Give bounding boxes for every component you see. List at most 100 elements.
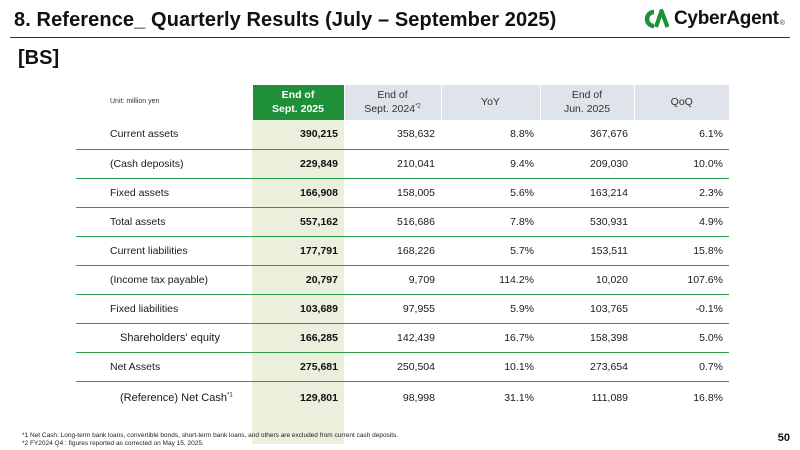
row-label: Current assets xyxy=(76,120,252,150)
company-logo: CyberAgent ® xyxy=(643,6,785,32)
col-header-prev-year-line1: End of xyxy=(377,89,408,102)
cell-qoq: 10.0% xyxy=(634,149,729,179)
table-row: (Reference) Net Cash*1 129,801 98,998 31… xyxy=(76,381,729,414)
balance-sheet-table: Unit: million yen End of Sept. 2025 End … xyxy=(76,85,729,444)
cell-qoq: 0.7% xyxy=(634,352,729,382)
section-heading: [BS] xyxy=(18,47,60,69)
row-label-note: *1 xyxy=(227,392,233,399)
cell-current: 166,285 xyxy=(252,323,344,353)
row-label: (Cash deposits) xyxy=(76,149,252,179)
cell-yoy: 8.8% xyxy=(441,120,540,150)
cell-qoq: 107.6% xyxy=(634,265,729,295)
col-header-current-line1: End of xyxy=(281,89,315,102)
cell-prev-quarter: 530,931 xyxy=(540,207,634,237)
col-header-prev-quarter-line1: End of xyxy=(571,89,603,102)
cell-prev-year: 358,632 xyxy=(344,120,441,150)
cell-prev-year: 168,226 xyxy=(344,236,441,266)
row-label: Current liabilities xyxy=(76,236,252,266)
cell-qoq: 5.0% xyxy=(634,323,729,353)
table-row: Current assets 390,215 358,632 8.8% 367,… xyxy=(76,120,729,150)
row-label: Fixed assets xyxy=(76,178,252,208)
cell-prev-quarter: 273,654 xyxy=(540,352,634,382)
page-number: 50 xyxy=(777,432,790,444)
unit-label: Unit: million yen xyxy=(76,85,252,120)
cell-prev-year: 516,686 xyxy=(344,207,441,237)
tail-spacer xyxy=(540,414,634,444)
footnote-2: *2 FY2024 Q4 : figures reported as corre… xyxy=(22,440,204,447)
cell-qoq: 4.9% xyxy=(634,207,729,237)
cell-yoy: 7.8% xyxy=(441,207,540,237)
row-label: (Reference) Net Cash*1 xyxy=(76,381,252,414)
cell-current: 557,162 xyxy=(252,207,344,237)
row-label: (Income tax payable) xyxy=(76,265,252,295)
tail-spacer xyxy=(634,414,729,444)
table-row: (Cash deposits) 229,849 210,041 9.4% 209… xyxy=(76,149,729,179)
col-header-yoy: YoY xyxy=(440,85,540,120)
cell-prev-year: 158,005 xyxy=(344,178,441,208)
tail-spacer xyxy=(441,414,540,444)
cell-current: 177,791 xyxy=(252,236,344,266)
row-label-text: (Reference) Net Cash xyxy=(120,391,227,404)
cyberagent-logo-icon xyxy=(644,9,669,29)
table-row: Net Assets 275,681 250,504 10.1% 273,654… xyxy=(76,352,729,382)
cell-yoy: 9.4% xyxy=(441,149,540,179)
cell-qoq: 2.3% xyxy=(634,178,729,208)
cell-prev-quarter: 153,511 xyxy=(540,236,634,266)
cell-prev-quarter: 158,398 xyxy=(540,323,634,353)
table-row: (Income tax payable) 20,797 9,709 114.2%… xyxy=(76,265,729,295)
cell-current: 390,215 xyxy=(252,120,344,150)
cell-current: 166,908 xyxy=(252,178,344,208)
col-header-prev-quarter-line2: Jun. 2025 xyxy=(563,102,611,115)
tail-current-fill xyxy=(252,414,344,444)
table-row: Total assets 557,162 516,686 7.8% 530,93… xyxy=(76,207,729,237)
col-header-current-line2: Sept. 2025 xyxy=(272,102,324,115)
logo-text: CyberAgent xyxy=(674,8,779,29)
cell-prev-quarter: 10,020 xyxy=(540,265,634,295)
cell-qoq: 6.1% xyxy=(634,120,729,150)
col-header-qoq: QoQ xyxy=(633,85,729,120)
table-row: Fixed assets 166,908 158,005 5.6% 163,21… xyxy=(76,178,729,208)
footnote-1: *1 Net Cash: Long-term bank loans, conve… xyxy=(22,432,399,439)
cell-qoq: 15.8% xyxy=(634,236,729,266)
cell-current: 129,801 xyxy=(252,381,344,414)
cell-current: 20,797 xyxy=(252,265,344,295)
col-header-current: End of Sept. 2025 xyxy=(251,85,344,120)
table-row: Current liabilities 177,791 168,226 5.7%… xyxy=(76,236,729,266)
cell-qoq: 16.8% xyxy=(693,391,723,404)
col-header-prev-year-line2: Sept. 2024 xyxy=(364,102,416,115)
cell-current: 229,849 xyxy=(252,149,344,179)
title-divider xyxy=(10,37,790,38)
table-header-row: Unit: million yen End of Sept. 2025 End … xyxy=(76,85,729,120)
cell-yoy: 31.1% xyxy=(504,391,534,404)
cell-prev-quarter: 367,676 xyxy=(540,120,634,150)
cell-yoy: 5.9% xyxy=(441,294,540,324)
row-label: Net Assets xyxy=(76,352,252,382)
footnotes: *1 Net Cash: Long-term bank loans, conve… xyxy=(22,432,398,448)
cell-prev-year: 142,439 xyxy=(344,323,441,353)
row-label: Total assets xyxy=(76,207,252,237)
cell-yoy: 16.7% xyxy=(441,323,540,353)
cell-current: 103,689 xyxy=(252,294,344,324)
cell-yoy: 114.2% xyxy=(441,265,540,295)
cell-prev-quarter: 163,214 xyxy=(540,178,634,208)
logo-registered-mark: ® xyxy=(779,19,785,27)
col-header-prev-year-note: *2 xyxy=(415,103,421,109)
cell-yoy: 5.6% xyxy=(441,178,540,208)
row-label: Fixed liabilities xyxy=(76,294,252,324)
col-header-prev-quarter: End of Jun. 2025 xyxy=(539,85,634,120)
table-row: Shareholders' equity 166,285 142,439 16.… xyxy=(76,323,729,353)
cell-prev-quarter: 209,030 xyxy=(540,149,634,179)
cell-prev-year: 97,955 xyxy=(344,294,441,324)
cell-current: 275,681 xyxy=(252,352,344,382)
page-title: 8. Reference_ Quarterly Results (July – … xyxy=(14,9,557,31)
cell-yoy: 10.1% xyxy=(441,352,540,382)
table-row: Fixed liabilities 103,689 97,955 5.9% 10… xyxy=(76,294,729,324)
cell-prev-quarter: 103,765 xyxy=(540,294,634,324)
cell-prev-year: 98,998 xyxy=(402,391,435,404)
cell-prev-quarter: 111,089 xyxy=(591,391,628,404)
cell-qoq: -0.1% xyxy=(634,294,729,324)
cell-prev-year: 210,041 xyxy=(344,149,441,179)
table-tail-row xyxy=(76,414,729,444)
col-header-prev-year: End of Sept. 2024*2 xyxy=(343,85,441,120)
cell-prev-year: 9,709 xyxy=(344,265,441,295)
